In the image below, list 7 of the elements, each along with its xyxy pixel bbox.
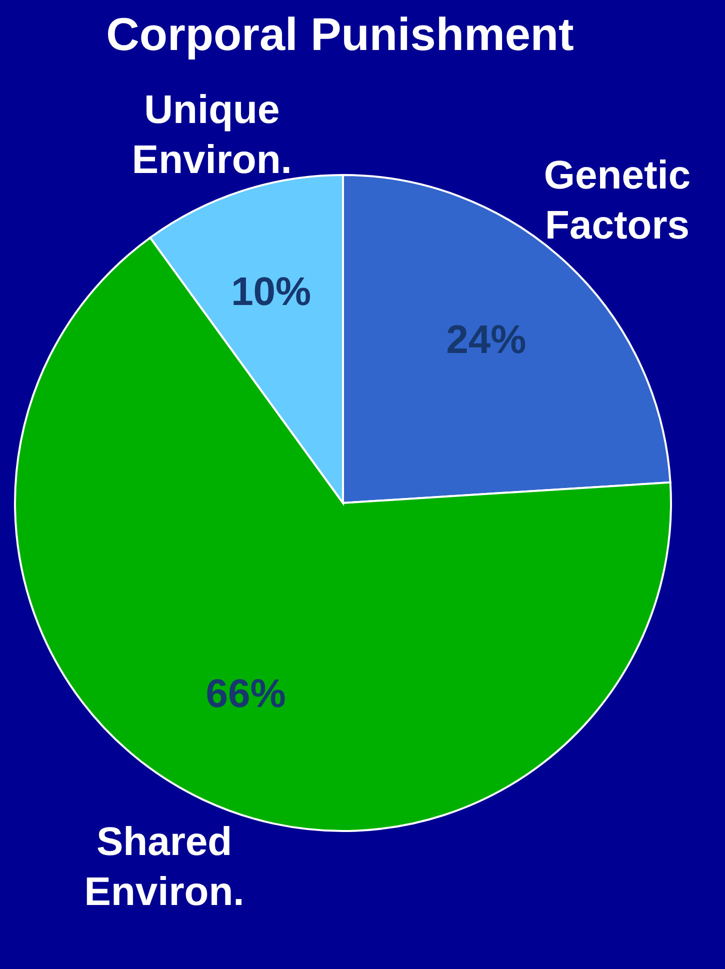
slice-label: Shared Environ. <box>84 820 244 914</box>
data-label: 66% <box>206 672 286 716</box>
data-label: 24% <box>446 318 526 362</box>
data-label: 10% <box>231 270 312 314</box>
slice-label: Genetic Factors <box>544 154 691 248</box>
chart-title: Corporal Punishment <box>105 7 575 62</box>
slice-label: Unique Environ. <box>132 88 292 182</box>
